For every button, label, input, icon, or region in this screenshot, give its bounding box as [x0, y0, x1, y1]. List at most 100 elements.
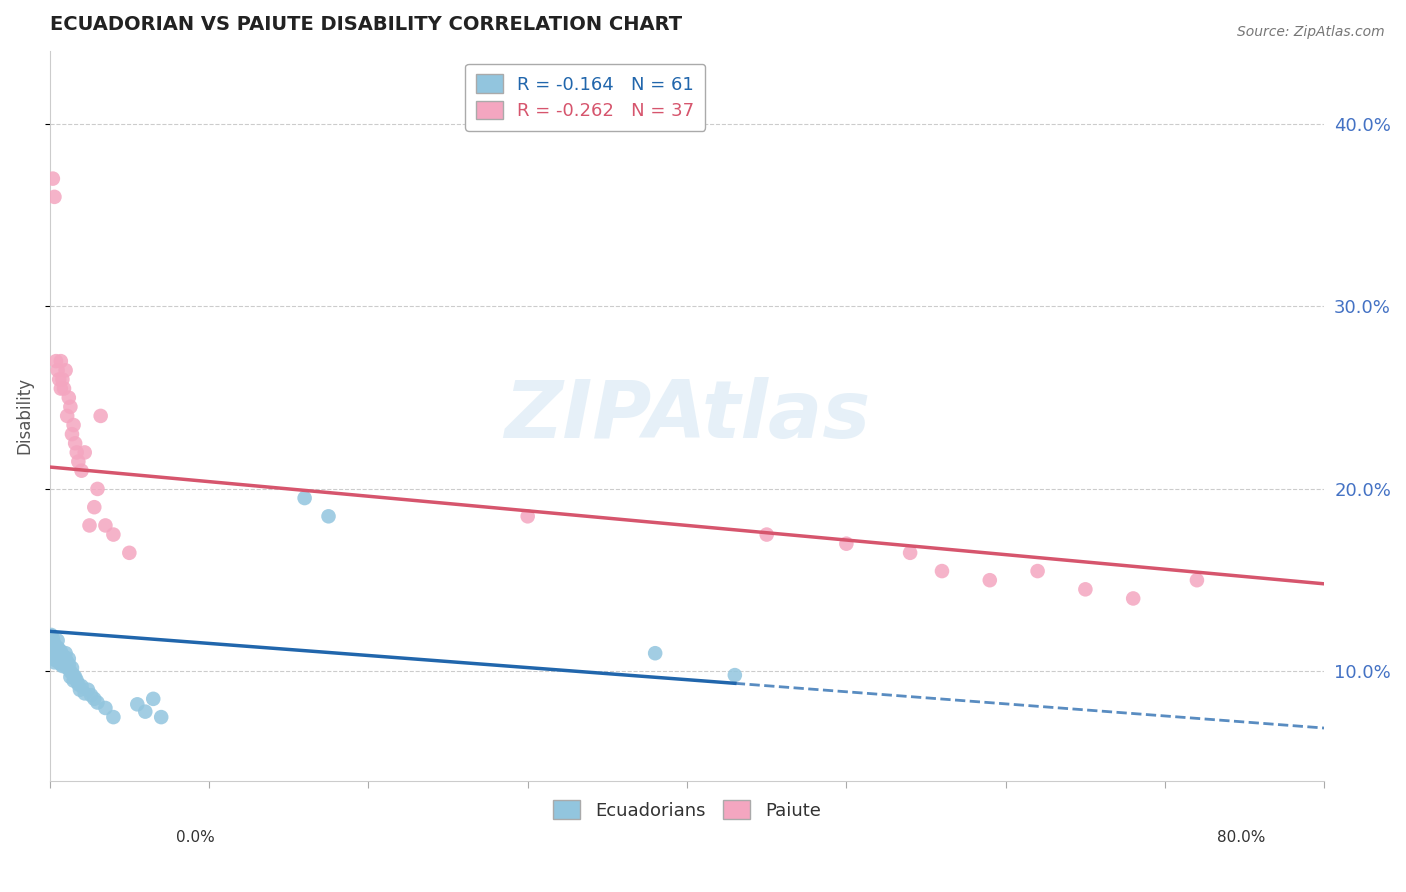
- Point: [39, 642, 62, 657]
- Point: [118, 546, 141, 560]
- Point: [44, 637, 66, 651]
- Point: [56, 409, 79, 423]
- Point: [63, 436, 86, 450]
- Point: [55, 651, 77, 665]
- Point: [60, 661, 83, 675]
- Point: [294, 491, 316, 505]
- Point: [898, 546, 921, 560]
- Point: [66, 673, 89, 688]
- Point: [724, 668, 747, 682]
- Point: [53, 649, 76, 664]
- Point: [45, 648, 67, 662]
- Point: [59, 665, 82, 679]
- Point: [53, 382, 76, 396]
- Point: [45, 640, 67, 655]
- Point: [58, 657, 80, 672]
- Point: [45, 354, 67, 368]
- Point: [59, 670, 82, 684]
- Point: [56, 656, 79, 670]
- Point: [318, 509, 340, 524]
- Point: [55, 363, 77, 377]
- Point: [48, 649, 70, 664]
- Point: [42, 171, 65, 186]
- Point: [48, 642, 70, 657]
- Point: [39, 637, 62, 651]
- Point: [69, 682, 91, 697]
- Point: [46, 363, 69, 377]
- Point: [1074, 582, 1097, 597]
- Point: [42, 639, 65, 653]
- Point: [90, 409, 112, 423]
- Point: [46, 633, 69, 648]
- Point: [150, 710, 173, 724]
- Point: [42, 651, 65, 665]
- Point: [77, 682, 100, 697]
- Point: [142, 691, 165, 706]
- Point: [70, 679, 93, 693]
- Point: [49, 657, 72, 672]
- Point: [58, 651, 80, 665]
- Point: [66, 445, 89, 459]
- Point: [55, 657, 77, 672]
- Text: ZIPAtlas: ZIPAtlas: [503, 377, 870, 455]
- Point: [63, 670, 86, 684]
- Point: [48, 372, 70, 386]
- Point: [45, 653, 67, 667]
- Point: [86, 482, 108, 496]
- Point: [46, 646, 69, 660]
- Text: Source: ZipAtlas.com: Source: ZipAtlas.com: [1237, 25, 1385, 39]
- Point: [42, 646, 65, 660]
- Point: [51, 372, 73, 386]
- Point: [1185, 573, 1208, 587]
- Point: [49, 644, 72, 658]
- Point: [83, 691, 105, 706]
- Point: [46, 640, 69, 655]
- Point: [55, 646, 77, 660]
- Point: [56, 661, 79, 675]
- Point: [70, 464, 93, 478]
- Point: [60, 427, 83, 442]
- Point: [1122, 591, 1144, 606]
- Point: [42, 632, 65, 646]
- Point: [62, 418, 84, 433]
- Point: [127, 698, 149, 712]
- Point: [44, 190, 66, 204]
- Point: [134, 705, 156, 719]
- Point: [516, 509, 538, 524]
- Point: [62, 668, 84, 682]
- Point: [44, 649, 66, 664]
- Point: [53, 656, 76, 670]
- Point: [62, 673, 84, 688]
- Point: [979, 573, 1001, 587]
- Point: [67, 454, 90, 468]
- Point: [83, 500, 105, 515]
- Point: [44, 656, 66, 670]
- Point: [51, 648, 73, 662]
- Point: [44, 644, 66, 658]
- Point: [644, 646, 666, 660]
- Text: 80.0%: 80.0%: [1218, 830, 1265, 845]
- Point: [51, 659, 73, 673]
- Point: [73, 686, 96, 700]
- Point: [86, 696, 108, 710]
- Point: [48, 656, 70, 670]
- Point: [46, 651, 69, 665]
- Point: [103, 527, 125, 541]
- Point: [94, 518, 117, 533]
- Point: [103, 710, 125, 724]
- Y-axis label: Disability: Disability: [15, 377, 32, 455]
- Point: [49, 382, 72, 396]
- Point: [835, 537, 858, 551]
- Point: [49, 354, 72, 368]
- Text: 0.0%: 0.0%: [176, 830, 215, 845]
- Point: [51, 653, 73, 667]
- Point: [58, 391, 80, 405]
- Point: [755, 527, 778, 541]
- Point: [94, 701, 117, 715]
- Point: [931, 564, 953, 578]
- Point: [73, 445, 96, 459]
- Legend: Ecuadorians, Paiute: Ecuadorians, Paiute: [546, 793, 828, 827]
- Text: ECUADORIAN VS PAIUTE DISABILITY CORRELATION CHART: ECUADORIAN VS PAIUTE DISABILITY CORRELAT…: [49, 15, 682, 34]
- Point: [67, 677, 90, 691]
- Point: [80, 688, 103, 702]
